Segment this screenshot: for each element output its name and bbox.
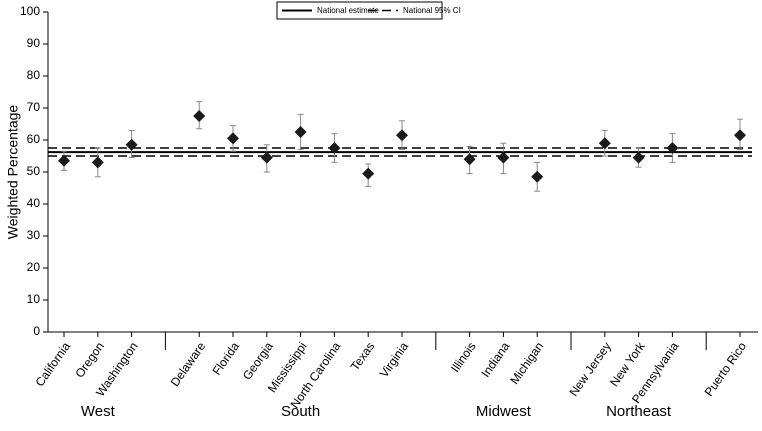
y-tick-label: 60 <box>27 132 41 146</box>
marker <box>362 167 375 180</box>
y-tick-label: 70 <box>27 100 41 114</box>
group-label: Midwest <box>476 403 532 420</box>
x-tick-label: Oregon <box>72 340 106 381</box>
marker <box>91 156 104 169</box>
legend-label: National estimate <box>317 6 379 15</box>
y-tick-label: 100 <box>20 4 40 18</box>
x-tick-label: Florida <box>210 339 243 377</box>
y-tick-label: 40 <box>27 196 41 210</box>
group-label: South <box>281 403 320 420</box>
legend-box <box>276 1 443 20</box>
marker <box>666 142 679 154</box>
group-label: Northeast <box>606 403 672 420</box>
y-tick-label: 50 <box>27 164 41 178</box>
x-tick-label: Texas <box>348 340 377 374</box>
x-tick-label: Puerto Rico <box>702 339 750 399</box>
y-axis-label: Weighted Percentage <box>5 105 21 240</box>
group-label: West <box>81 403 116 420</box>
x-tick-label: Illinois <box>448 340 479 375</box>
x-tick-label: Virginia <box>377 339 411 380</box>
marker <box>598 137 611 150</box>
x-tick-label: Michigan <box>507 340 546 387</box>
marker <box>58 154 70 167</box>
y-tick-label: 0 <box>33 324 40 338</box>
marker <box>328 142 341 154</box>
x-tick-label: Delaware <box>168 339 209 389</box>
y-tick-label: 90 <box>27 36 41 50</box>
marker <box>463 153 476 166</box>
y-tick-label: 30 <box>27 228 41 242</box>
marker <box>531 170 544 183</box>
x-tick-label: California <box>33 339 74 389</box>
x-tick-label: Georgia <box>240 339 276 382</box>
y-tick-label: 20 <box>27 260 41 274</box>
marker <box>227 132 239 145</box>
marker <box>632 151 645 164</box>
x-tick-label: Indiana <box>478 339 512 380</box>
marker <box>193 110 206 122</box>
y-tick-label: 10 <box>27 292 41 306</box>
y-tick-label: 80 <box>27 68 41 82</box>
x-tick-label: New Jersey <box>566 340 613 399</box>
legend-label: National 95% CI <box>403 6 461 15</box>
marker <box>396 129 408 142</box>
marker <box>294 126 307 138</box>
marker <box>734 129 746 142</box>
marker <box>497 151 510 164</box>
marker <box>260 151 273 164</box>
marker <box>125 138 138 151</box>
